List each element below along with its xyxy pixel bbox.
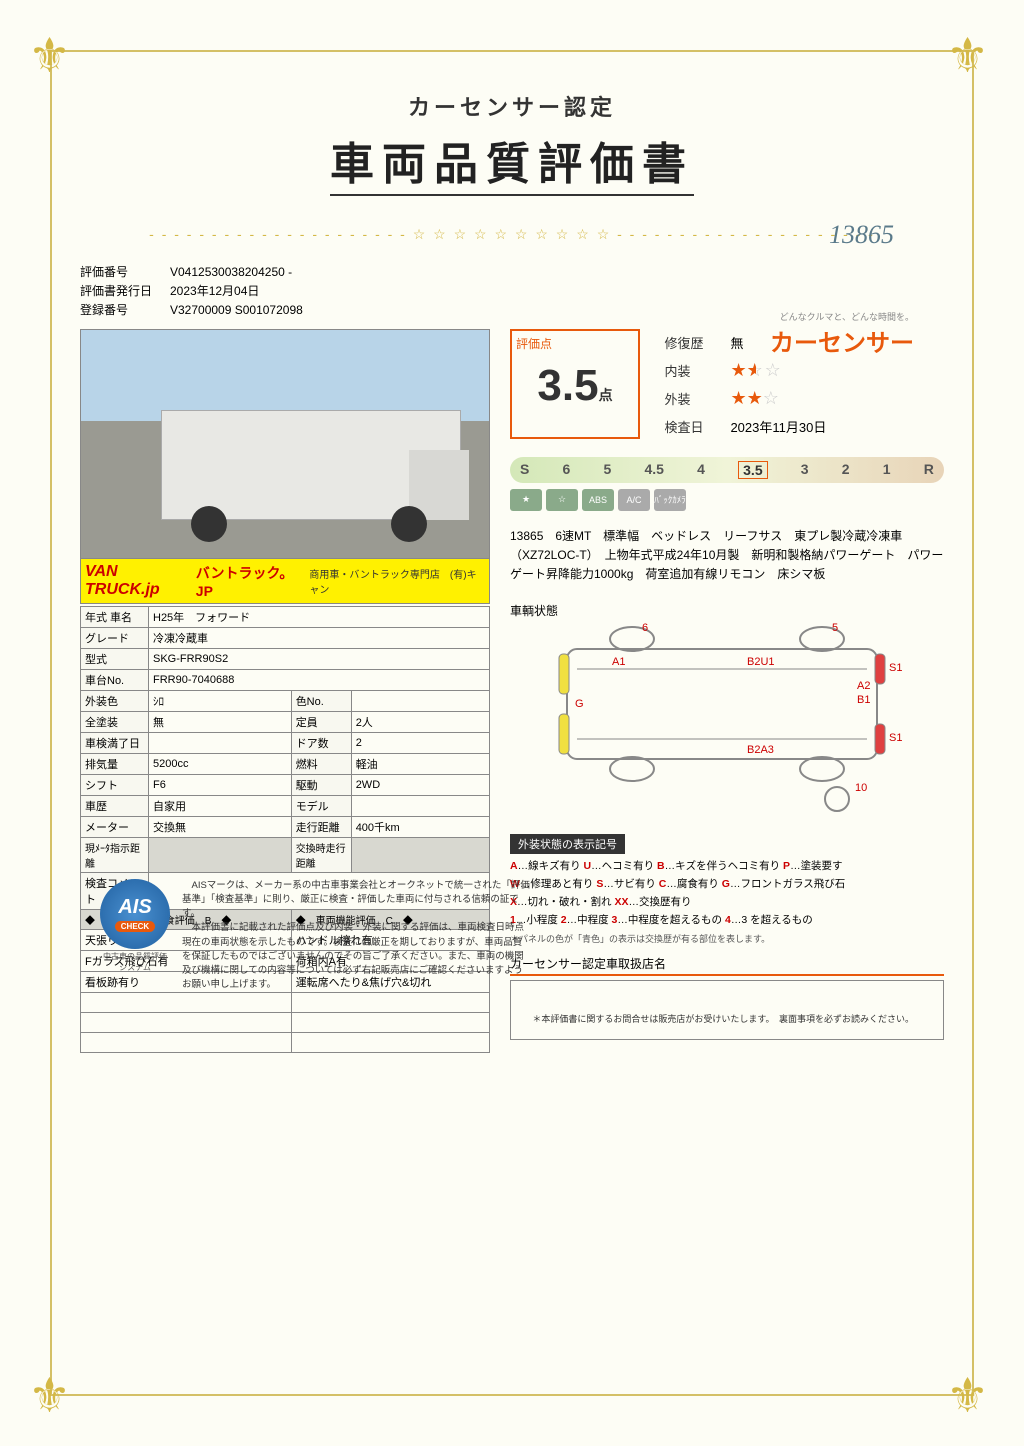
eval-no-value: V0412530038204250 - (170, 263, 292, 282)
feature-icon: ☆ (546, 489, 578, 511)
dealer-main: バントラック。JP (196, 563, 304, 599)
vehicle-diagram: 6 5 A1 B2U1 G A2 B1 S1 S1 B2A3 10 (510, 619, 944, 819)
brand-tagline: どんなクルマと、どんな時間を。 (770, 310, 914, 323)
corner-ornament-icon: ⚜ (946, 1368, 996, 1418)
handwritten-number: 13865 (829, 220, 894, 250)
interior-stars: ★★☆☆ (730, 360, 780, 381)
interior-label: 内装 (664, 361, 714, 380)
svg-text:G: G (575, 698, 584, 710)
legend-body: A…線キズ有り U…ヘコミ有り B…キズを伴うヘコミ有り P…塗装要すW…修理あ… (510, 858, 944, 929)
exterior-label: 外装 (664, 389, 714, 408)
repair-value: 無 (730, 333, 743, 352)
dealer-section: カーセンサー認定車取扱店名 (510, 955, 944, 1040)
dealer-banner: VAN TRUCK.jp バントラック。JP 商用車・バントラック専門店 (有)… (80, 559, 490, 604)
feature-icon: ﾊﾞｯｸｶﾒﾗ (654, 489, 686, 511)
svg-text:S1: S1 (889, 732, 902, 744)
footnote: ＊本評価書に関するお問合せは販売店がお受けいたします。 裏面事項を必ずお読みくだ… (532, 1012, 914, 1025)
brand-logo: どんなクルマと、どんな時間を。 カーセンサー (770, 310, 914, 358)
star-divider: - - - - - - - - - - - - - - - - - - - - … (80, 226, 944, 243)
dealer-title: カーセンサー認定車取扱店名 (510, 955, 944, 976)
svg-text:A1: A1 (612, 656, 625, 668)
rating-scale: S654.543.5321R (510, 457, 944, 483)
svg-text:6: 6 (642, 622, 648, 634)
dealer-box (510, 980, 944, 1040)
ais-caption: 中古車の品質評価システム (100, 951, 170, 973)
svg-text:B1: B1 (857, 694, 870, 706)
inspect-date-value: 2023年11月30日 (730, 417, 826, 436)
exterior-stars: ★★☆ (730, 388, 778, 409)
feature-icon: ★ (510, 489, 542, 511)
document-subtitle: カーセンサー認定 (80, 90, 944, 122)
inspect-date-label: 検査日 (664, 417, 714, 436)
vehicle-photo (80, 329, 490, 559)
feature-icon: ABS (582, 489, 614, 511)
ais-badge-main: AIS (118, 896, 151, 919)
diagram-label: 車輌状態 (510, 602, 944, 619)
eval-no-label: 評価番号 (80, 263, 170, 282)
svg-text:5: 5 (832, 622, 838, 634)
ais-section: AIS CHECK 中古車の品質評価システム AISマークは、メーカー系の中古車… (100, 879, 530, 993)
legend-note: ＊パネルの色が「青色」の表示は交換歴が有る部位を表します。 (510, 932, 944, 945)
corner-ornament-icon: ⚜ (28, 1368, 78, 1418)
dealer-logo: VAN TRUCK.jp (85, 563, 190, 599)
ais-badge-sub: CHECK (115, 921, 155, 932)
certificate-document: ⚜ ⚜ ⚜ ⚜ カーセンサー認定 車両品質評価書 13865 - - - - -… (0, 0, 1024, 1446)
brand-name: カーセンサー (770, 323, 914, 358)
document-title: 車両品質評価書 (330, 128, 694, 196)
svg-text:S1: S1 (889, 662, 902, 674)
vehicle-description: 13865 6速MT 標準幅 ベッドレス リーフサス 東プレ製冷蔵冷凍車（XZ7… (510, 527, 944, 585)
legend-section: 外装状態の表示記号 A…線キズ有り U…ヘコミ有り B…キズを伴うヘコミ有り P… (510, 834, 944, 944)
score-value: 3.5 (537, 361, 598, 410)
svg-text:10: 10 (855, 782, 867, 794)
score-unit: 点 (599, 387, 613, 403)
issue-date-label: 評価書発行日 (80, 282, 170, 301)
repair-label: 修復歴 (664, 333, 714, 352)
svg-text:B2A3: B2A3 (747, 744, 774, 756)
feature-icons: ★☆ABSA/Cﾊﾞｯｸｶﾒﾗ (510, 489, 944, 511)
document-header: カーセンサー認定 車両品質評価書 (80, 90, 944, 196)
svg-text:A2: A2 (857, 680, 870, 692)
vehicle-diagram-section: 車輌状態 6 5 (510, 602, 944, 824)
score-label: 評価点 (516, 335, 634, 352)
legend-title: 外装状態の表示記号 (510, 834, 625, 854)
issue-date-value: 2023年12月04日 (170, 282, 259, 301)
ais-text: AISマークは、メーカー系の中古車事業会社とオークネットで統一された「評価基準」… (182, 879, 530, 993)
feature-icon: A/C (618, 489, 650, 511)
dealer-sub: 商用車・バントラック専門店 (有)キャン (309, 566, 485, 596)
reg-no-value: V32700009 S001072098 (170, 301, 303, 320)
reg-no-label: 登録番号 (80, 301, 170, 320)
svg-text:B2U1: B2U1 (747, 656, 775, 668)
ais-badge-icon: AIS CHECK (100, 879, 170, 949)
score-box: 評価点 3.5点 (510, 329, 640, 439)
